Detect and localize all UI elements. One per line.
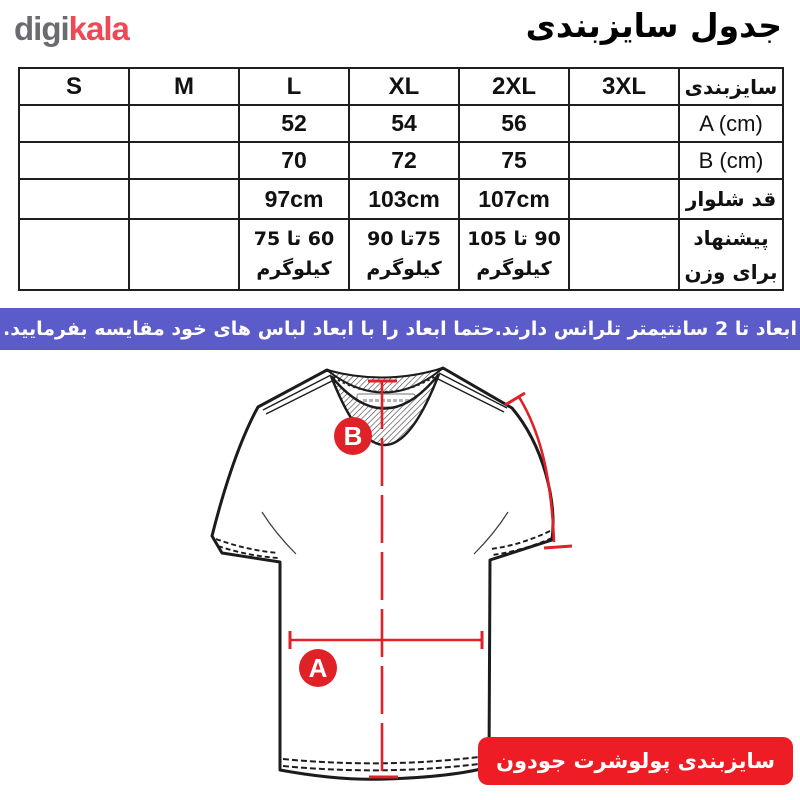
table-row-weight: 60 تا 75 کیلوگرم 75تا 90 کیلوگرم 90 تا 1… [18, 218, 784, 291]
cell-pant-xl: 103cm [348, 178, 460, 220]
table-header-row: S M L XL 2XL 3XL سایزبندی [18, 67, 784, 106]
cell-weight-2xl: 90 تا 105 کیلوگرم [458, 218, 570, 291]
row-label-a: A (cm) [678, 104, 784, 143]
row-label-pant-length: قد شلوار [678, 178, 784, 220]
collar-stitch-line [332, 374, 438, 394]
cell-a-m [128, 104, 240, 143]
armhole-creases [261, 511, 509, 555]
tolerance-notice-banner: ابعاد تا 2 سانتیمتر تلرانس دارند.حتما اب… [0, 308, 800, 350]
marker-b: B [334, 417, 372, 455]
sleeve-curve-bottom-tick [543, 544, 573, 550]
tshirt-measurement-diagram: B A [210, 366, 573, 781]
logo-part-kala: kala [68, 10, 130, 47]
cell-weight-xl: 75تا 90 کیلوگرم [348, 218, 460, 291]
sleeve-length-curve [517, 396, 556, 543]
col-header-s: S [18, 67, 130, 106]
cell-weight-l: 60 تا 75 کیلوگرم [238, 218, 350, 291]
cell-pant-m [128, 178, 240, 220]
sleeve-curve-top-tick [504, 391, 526, 407]
cell-b-l: 70 [238, 141, 350, 180]
cell-b-2xl: 75 [458, 141, 570, 180]
table-row-a: 52 54 56 A (cm) [18, 104, 784, 143]
cell-pant-s [18, 178, 130, 220]
col-header-m: M [128, 67, 240, 106]
bottom-hem-stitches [282, 755, 488, 772]
row-label-b: B (cm) [678, 141, 784, 180]
row-label-weight: پیشنهاد برای وزن [678, 218, 784, 291]
cell-a-3xl [568, 104, 680, 143]
cell-pant-3xl [568, 178, 680, 220]
cell-pant-l: 97cm [238, 178, 350, 220]
cell-b-xl: 72 [348, 141, 460, 180]
size-table: S M L XL 2XL 3XL سایزبندی 52 54 56 A (cm… [18, 67, 784, 291]
cell-b-3xl [568, 141, 680, 180]
table-row-pant-length: 97cm 103cm 107cm قد شلوار [18, 178, 784, 220]
cell-weight-3xl [568, 218, 680, 291]
cell-b-m [128, 141, 240, 180]
cell-weight-m [128, 218, 240, 291]
measurement-marks [288, 379, 573, 779]
marker-b-letter: B [344, 421, 363, 451]
cell-a-2xl: 56 [458, 104, 570, 143]
shoulder-seams [262, 372, 508, 415]
product-sizing-badge: سایزبندی پولوشرت جودون [478, 737, 793, 785]
marker-a: A [299, 649, 337, 687]
cell-a-xl: 54 [348, 104, 460, 143]
col-header-xl: XL [348, 67, 460, 106]
page-title: جدول سایزبندی [525, 6, 782, 45]
col-header-l: L [238, 67, 350, 106]
digikala-logo: digikala [14, 10, 130, 48]
logo-part-digi: digi [14, 10, 70, 47]
marker-a-letter: A [309, 653, 328, 683]
cell-pant-2xl: 107cm [458, 178, 570, 220]
cell-a-l: 52 [238, 104, 350, 143]
col-header-sizing: سایزبندی [678, 67, 784, 106]
col-header-2xl: 2XL [458, 67, 570, 106]
cell-b-s [18, 141, 130, 180]
table-row-b: 70 72 75 B (cm) [18, 141, 784, 180]
cell-a-s [18, 104, 130, 143]
col-header-3xl: 3XL [568, 67, 680, 106]
sleeve-hem-stitches [215, 530, 553, 559]
cell-weight-s [18, 218, 130, 291]
